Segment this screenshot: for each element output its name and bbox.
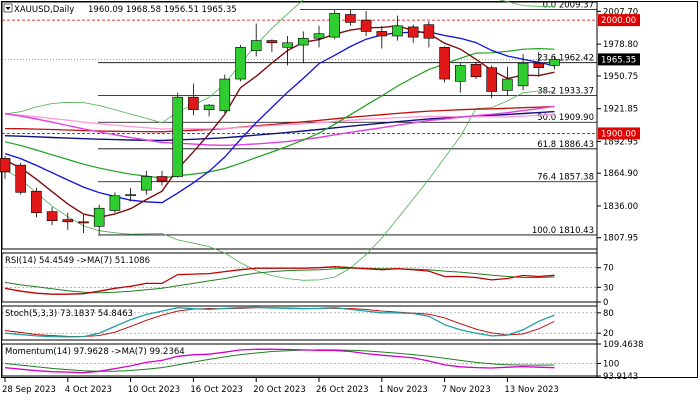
candle-bear: [188, 96, 199, 110]
candle-bear: [46, 211, 58, 221]
candle-bear: [31, 190, 42, 214]
fib-level-label: 50.0 1909.90: [537, 113, 594, 123]
rsi-ma-line: [4, 267, 555, 294]
rsi-tick-label: 30: [603, 283, 614, 293]
momentum-tick-label: 100: [603, 359, 619, 369]
candle-bull: [517, 62, 529, 87]
price-tick-label: 1807.95: [603, 234, 638, 244]
candle-bear: [345, 14, 356, 23]
candle-bull: [313, 33, 325, 39]
bollinger-upper-line: [4, 0, 555, 124]
momentum-tick-label: 93.9143: [603, 372, 638, 382]
fib-level-label: 76.4 1857.38: [537, 173, 594, 183]
date-tick-label: 10 Oct 2023: [128, 385, 181, 395]
candle-bull: [93, 207, 105, 227]
stoch-k-line: [4, 306, 555, 338]
date-tick-label: 1 Nov 2023: [379, 385, 428, 395]
momentum-header: Momentum(14) 97.9628 ->MA(7) 99.2364: [5, 347, 185, 357]
rsi-header: RSI(14) 54.4549 ->MA(7) 51.1086: [5, 256, 150, 266]
candle-bull: [235, 47, 246, 80]
date-tick-label: 26 Oct 2023: [316, 385, 369, 395]
candle-bear: [15, 164, 26, 193]
candle-bull: [454, 65, 466, 82]
candle-bull: [203, 104, 215, 110]
date-tick-label: 7 Nov 2023: [442, 385, 491, 395]
candle-bear: [533, 62, 545, 69]
price-tick-label: 1921.85: [603, 105, 638, 115]
price-tick-label: 1978.80: [603, 40, 638, 50]
candle-bear: [439, 47, 450, 80]
candle-bear: [0, 158, 11, 173]
candle-bull: [141, 176, 152, 191]
stoch-tick-label: 80: [603, 309, 614, 319]
price-badge-label: 2000.00: [601, 16, 636, 26]
candle-bear: [486, 67, 498, 92]
candle-bear: [156, 176, 168, 182]
stoch-tick-label: 20: [603, 329, 614, 339]
candle-bear: [470, 64, 482, 78]
candle-bear: [62, 219, 74, 223]
ohlc-header: 1960.09 1968.58 1956.51 1965.35: [88, 5, 237, 15]
candle-bull: [549, 59, 560, 66]
candle-bear: [360, 19, 372, 32]
chart-frame: [1, 1, 698, 378]
price-badge: [598, 127, 640, 140]
rsi-tick-label: 70: [603, 264, 614, 274]
date-tick-label: 16 Oct 2023: [190, 385, 243, 395]
price-badge-label: 1900.00: [601, 129, 636, 139]
candle-bear: [78, 221, 89, 224]
candle-bull: [297, 37, 309, 46]
fib-level-label: 38.2 1933.37: [537, 87, 594, 97]
candle-bear: [423, 24, 435, 39]
symbol-header: XAUUSD,Daily: [14, 5, 74, 15]
candle-bull: [282, 42, 293, 48]
date-tick-label: 20 Oct 2023: [253, 385, 306, 395]
chevron-down-icon: [5, 7, 11, 10]
candle-bull: [172, 96, 183, 177]
fib-level-label: 61.8 1886.43: [537, 140, 594, 150]
ma-10-line: [4, 31, 555, 204]
fib-level-label: 23.6 1962.42: [537, 54, 594, 64]
candle-bull: [502, 78, 513, 91]
fib-level-label: 100.0 1810.43: [532, 226, 594, 236]
stoch-header: Stoch(5,3,3) 73.1837 54.8463: [5, 309, 133, 319]
candle-bull: [125, 194, 136, 197]
rsi-tick-label: 0: [603, 298, 608, 308]
ma-40-line: [4, 105, 555, 147]
price-badge: [598, 14, 640, 27]
rsi-line: [4, 266, 555, 295]
date-tick-label: 13 Nov 2023: [504, 385, 558, 395]
price-badge-label: 1965.35: [601, 55, 636, 65]
candle-bear: [376, 31, 388, 37]
price-badge: [598, 53, 640, 66]
candle-bear: [266, 40, 278, 44]
fib-level-label: 0.0 2009.37: [543, 1, 594, 11]
candle-bull: [250, 40, 262, 52]
candle-bull: [392, 25, 403, 37]
price-tick-label: 1864.90: [603, 169, 638, 179]
price-tick-label: 2007.70: [603, 7, 638, 17]
date-tick-label: 4 Oct 2023: [65, 385, 112, 395]
price-tick-label: 1892.95: [603, 137, 638, 147]
ma-20-line: [4, 47, 555, 179]
momentum-line: [4, 348, 555, 374]
price-tick-label: 1836.00: [603, 202, 638, 212]
candle-bull: [219, 78, 231, 112]
candle-bear: [407, 26, 419, 38]
bollinger-lower-line: [4, 90, 555, 281]
candle-bull: [109, 195, 121, 211]
date-tick-label: 28 Sep 2023: [2, 385, 56, 395]
momentum-tick-label: 109.4638: [603, 340, 644, 350]
price-tick-label: 1950.75: [603, 72, 638, 82]
candle-bull: [329, 13, 341, 38]
